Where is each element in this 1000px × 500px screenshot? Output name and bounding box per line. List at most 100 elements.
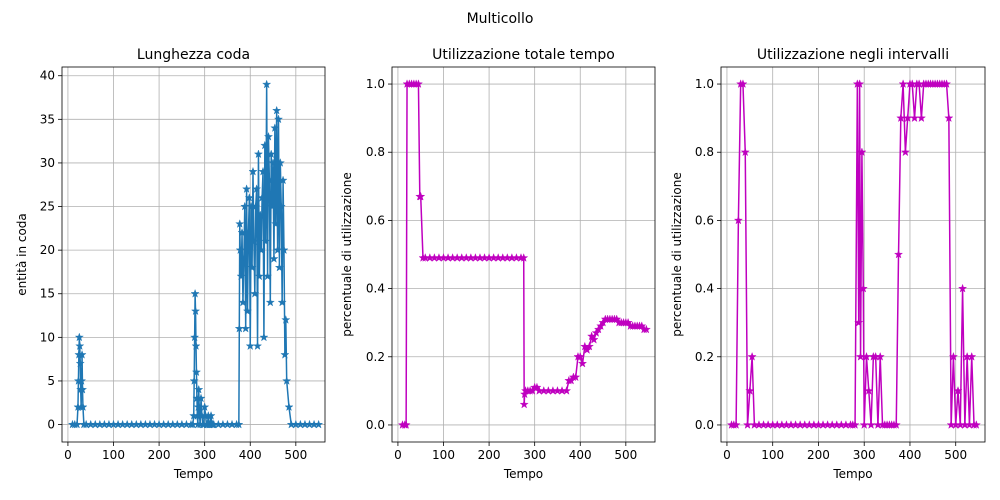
x-axis-label: Tempo — [173, 467, 213, 481]
data-point — [77, 349, 87, 359]
data-point — [254, 271, 264, 281]
chart-panel-1: 0 100 200 300 400 500 0 5 10 15 20 25 30 35 40 Lunghezz… — [15, 47, 326, 481]
data-point — [77, 376, 87, 385]
y-tick-label: 5 — [47, 374, 55, 388]
x-tick-label: 500 — [614, 448, 637, 462]
data-point — [265, 297, 275, 307]
x-tick-label: 500 — [284, 448, 307, 462]
y-tick-label: 0.0 — [695, 418, 714, 432]
data-point — [623, 317, 633, 327]
x-tick-label: 300 — [853, 448, 876, 462]
data-point — [314, 419, 324, 429]
data-point — [944, 113, 954, 123]
x-tick-label: 400 — [899, 448, 922, 462]
y-tick-label: 0.6 — [366, 213, 385, 227]
data-point — [191, 341, 201, 350]
data-point — [281, 315, 291, 324]
data-point — [575, 351, 585, 361]
data-point — [272, 105, 282, 115]
y-tick-label: 1.0 — [695, 77, 714, 91]
data-point — [577, 358, 588, 368]
data-point — [266, 149, 276, 159]
data-point — [242, 184, 252, 193]
data-point — [745, 386, 755, 395]
data-point — [589, 334, 599, 344]
data-point — [247, 262, 257, 272]
x-tick-label: 0 — [723, 448, 731, 462]
data-point — [893, 249, 904, 259]
x-tick-label: 300 — [523, 448, 546, 462]
y-tick-label: 0.6 — [695, 213, 714, 227]
data-point — [257, 193, 267, 202]
y-tick-label: 0.4 — [366, 282, 385, 296]
y-tick-label: 0.4 — [695, 282, 714, 296]
data-point — [194, 384, 204, 394]
data-point — [900, 147, 910, 157]
data-point — [252, 341, 263, 350]
x-tick-label: 100 — [102, 448, 125, 462]
x-axis-label: Tempo — [832, 467, 872, 481]
chart-title: Lunghezza coda — [137, 47, 250, 63]
chart-panel-2: 0 100 200 300 400 500 0.0 0.2 0.4 0.6 0.8 1.0 Utiliz… — [340, 47, 656, 481]
x-axis-label: Tempo — [503, 467, 543, 481]
data-point — [278, 175, 288, 185]
data-point — [941, 79, 952, 88]
data-point — [75, 358, 85, 368]
data-point — [864, 386, 874, 395]
data-point — [857, 147, 867, 157]
data-point — [855, 79, 865, 88]
data-point — [277, 297, 287, 307]
data-point — [850, 420, 860, 429]
data-point — [733, 215, 743, 225]
data-point — [519, 253, 529, 262]
data-point — [263, 131, 274, 141]
data-point — [270, 123, 280, 132]
x-tick-label: 200 — [807, 448, 830, 462]
data-point — [953, 386, 963, 395]
x-tick-label: 100 — [761, 448, 784, 462]
data-point — [190, 306, 201, 316]
data-point — [276, 201, 286, 211]
data-point — [262, 271, 273, 281]
y-tick-label: 0.2 — [366, 350, 385, 364]
data-point — [235, 219, 245, 228]
data-point — [256, 245, 266, 255]
chart-title: Utilizzazione negli intervalli — [757, 47, 949, 63]
data-point — [235, 245, 245, 255]
y-tick-label: 35 — [40, 112, 55, 126]
data-point — [854, 317, 864, 327]
y-tick-label: 0 — [47, 418, 55, 432]
data-point — [284, 402, 294, 412]
figure-title: Multicollo — [467, 11, 534, 27]
y-tick-label: 25 — [40, 200, 55, 214]
data-point — [78, 402, 88, 412]
data-point — [75, 341, 85, 350]
y-tick-label: 0.8 — [366, 145, 385, 159]
x-tick-label: 0 — [394, 448, 402, 462]
data-point — [967, 351, 977, 361]
x-tick-label: 200 — [148, 448, 171, 462]
data-point — [252, 184, 262, 193]
data-point — [262, 79, 272, 89]
data-point — [191, 367, 202, 377]
data-point — [740, 147, 750, 157]
data-point — [274, 262, 284, 272]
data-point — [584, 341, 594, 351]
data-point — [241, 323, 251, 333]
data-point — [238, 297, 248, 307]
data-point — [532, 382, 542, 392]
data-point — [206, 411, 216, 420]
data-point — [612, 314, 622, 324]
y-tick-label: 0.8 — [695, 145, 714, 159]
y-axis-label: percentuale di utilizzazione — [670, 172, 684, 336]
data-point — [948, 351, 958, 361]
y-tick-label: 40 — [40, 69, 55, 83]
x-tick-label: 100 — [432, 448, 455, 462]
x-tick-label: 400 — [569, 448, 592, 462]
data-point — [731, 420, 741, 429]
chart-panel-3: 0 100 200 300 400 500 0.0 0.2 0.4 0.6 0.8 1.0 Utiliz… — [670, 47, 986, 481]
y-tick-label: 15 — [40, 287, 55, 301]
data-point — [255, 210, 265, 220]
data-point — [416, 191, 426, 201]
